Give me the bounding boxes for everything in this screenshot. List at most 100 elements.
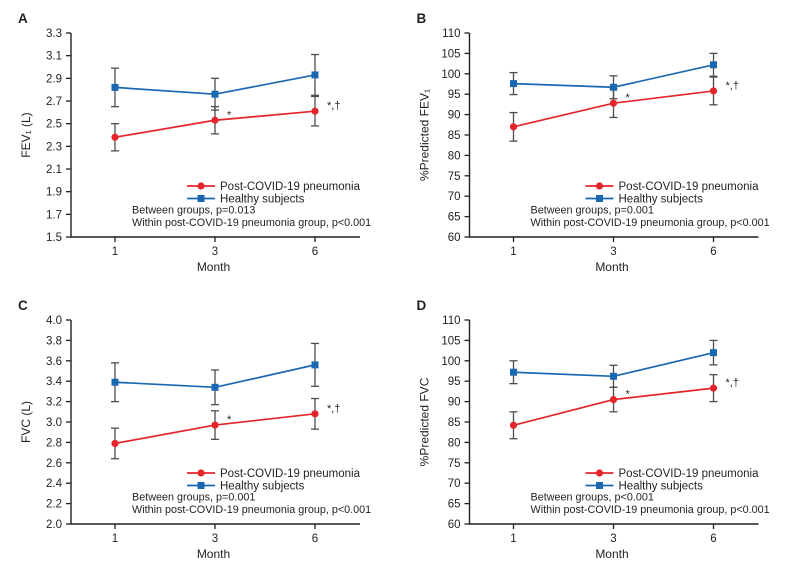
data-point-square [710, 61, 717, 69]
stats-line: Within post-COVID-19 pneumonia group, p<… [531, 217, 770, 229]
y-tick-label: 2.0 [46, 519, 62, 531]
legend-marker-square [596, 195, 603, 202]
data-point-square [211, 90, 219, 98]
legend-marker-circle [197, 182, 205, 190]
y-tick-label: 95 [448, 376, 461, 388]
stats-line: Within post-COVID-19 pneumonia group, p<… [132, 504, 371, 516]
chart-percent-predicted-fvc: D 60 65 70 75 80 85 90 95 100 105 110 1 3 6 Month %Predi… [417, 298, 770, 561]
error-bars-healthy [509, 339, 718, 388]
data-point-square [111, 378, 119, 386]
data-point-square [610, 372, 617, 380]
legend-marker-square [197, 482, 205, 489]
significance-annotation: *,† [726, 377, 739, 389]
stats-line: Between groups, p=0.001 [531, 205, 654, 217]
data-point-square [710, 349, 717, 357]
x-axis: 1 3 6 [510, 237, 717, 258]
x-axis: 1 3 6 [510, 524, 717, 545]
y-tick-label: 75 [448, 458, 461, 470]
y-tick-label: 80 [448, 150, 461, 162]
legend-marker-square [197, 195, 205, 202]
error-bars-post [111, 397, 319, 460]
panel-letter: A [18, 11, 28, 26]
panel-letter: C [18, 298, 28, 313]
data-point-circle [311, 410, 319, 418]
x-axis-title: Month [197, 260, 230, 274]
y-tick-label: 2.8 [46, 437, 62, 449]
y-axis-title: %Predicted FEV₁ [418, 89, 432, 181]
y-tick-label: 2.9 [46, 73, 62, 85]
y-tick-label: 3.3 [46, 28, 62, 40]
legend-label-post: Post-COVID-19 pneumonia [220, 181, 361, 193]
significance-annotation: *,† [726, 80, 739, 92]
y-tick-label: 75 [448, 171, 461, 183]
data-point-circle [311, 107, 319, 115]
y-tick-label: 60 [448, 519, 461, 531]
series-post [111, 410, 319, 448]
y-tick-label: 2.7 [46, 96, 62, 108]
data-point-circle [609, 99, 618, 107]
legend-label-healthy: Healthy subjects [619, 481, 704, 493]
x-axis-title: Month [197, 547, 230, 561]
y-tick-label: 85 [448, 130, 461, 142]
x-tick-label: 3 [212, 246, 218, 258]
panel-letter: B [417, 11, 427, 26]
significance-annotation: *,† [327, 403, 340, 415]
y-tick-label: 1.5 [46, 232, 62, 244]
x-tick-label: 1 [112, 533, 118, 545]
x-tick-label: 1 [510, 533, 516, 545]
x-tick-label: 1 [112, 246, 118, 258]
y-tick-label: 3.4 [46, 376, 63, 388]
y-tick-label: 1.7 [46, 209, 62, 221]
y-tick-label: 3.0 [46, 417, 62, 429]
data-point-circle [609, 395, 618, 404]
y-tick-label: 90 [448, 110, 461, 122]
y-axis: 2.0 2.2 2.4 2.6 2.8 3.0 3.2 3.4 3.6 3.8 4.0 [46, 315, 71, 531]
significance-annotation: *,† [327, 100, 340, 112]
data-point-circle [111, 133, 119, 141]
y-tick-label: 110 [442, 28, 460, 40]
x-axis-title: Month [595, 547, 628, 561]
panel-letter: D [417, 298, 427, 313]
x-tick-label: 3 [610, 533, 616, 545]
significance-annotation: * [626, 389, 631, 401]
legend-label-post: Post-COVID-19 pneumonia [619, 468, 760, 480]
significance-annotation: * [626, 92, 631, 104]
y-tick-label: 105 [441, 335, 460, 347]
error-bars-healthy [111, 342, 319, 406]
x-tick-label: 6 [710, 246, 716, 258]
stats-line: Between groups, p<0.001 [531, 492, 654, 504]
data-point-square [510, 368, 517, 376]
legend-label-post: Post-COVID-19 pneumonia [619, 181, 760, 193]
y-tick-label: 105 [441, 48, 460, 60]
x-axis: 1 3 6 [112, 524, 318, 545]
y-tick-label: 65 [448, 212, 461, 224]
error-bars-healthy [509, 52, 718, 100]
y-axis-title: %Predicted FVC [418, 377, 432, 466]
y-tick-label: 3.8 [46, 335, 62, 347]
y-tick-label: 100 [441, 356, 460, 368]
series-healthy [111, 361, 319, 391]
chart-percent-predicted-fev1: B 60 65 70 75 80 85 90 95 100 105 110 1 3 6 Month %Predi… [417, 11, 770, 274]
y-tick-label: 2.5 [46, 119, 62, 131]
y-tick-label: 4.0 [46, 315, 62, 327]
legend-label-healthy: Healthy subjects [220, 481, 305, 493]
y-axis: 1.5 1.7 1.9 2.1 2.3 2.5 2.7 2.9 3.1 3.3 [46, 28, 71, 244]
panel-d: D 60 65 70 75 80 85 90 95 100 105 110 1 3 6 Month %Predi… [398, 287, 797, 574]
y-tick-label: 2.3 [46, 141, 62, 153]
y-tick-label: 110 [442, 315, 460, 327]
series-healthy [510, 61, 717, 91]
y-tick-label: 60 [448, 232, 461, 244]
legend-label-healthy: Healthy subjects [619, 194, 704, 206]
error-bars-healthy [111, 53, 319, 111]
stats-line: Within post-COVID-19 pneumonia group, p<… [531, 504, 770, 516]
series-post [111, 107, 319, 141]
panel-b: B 60 65 70 75 80 85 90 95 100 105 110 1 3 6 Month %Predi… [398, 0, 797, 287]
legend-label-healthy: Healthy subjects [220, 194, 305, 206]
y-tick-label: 3.1 [46, 51, 62, 63]
